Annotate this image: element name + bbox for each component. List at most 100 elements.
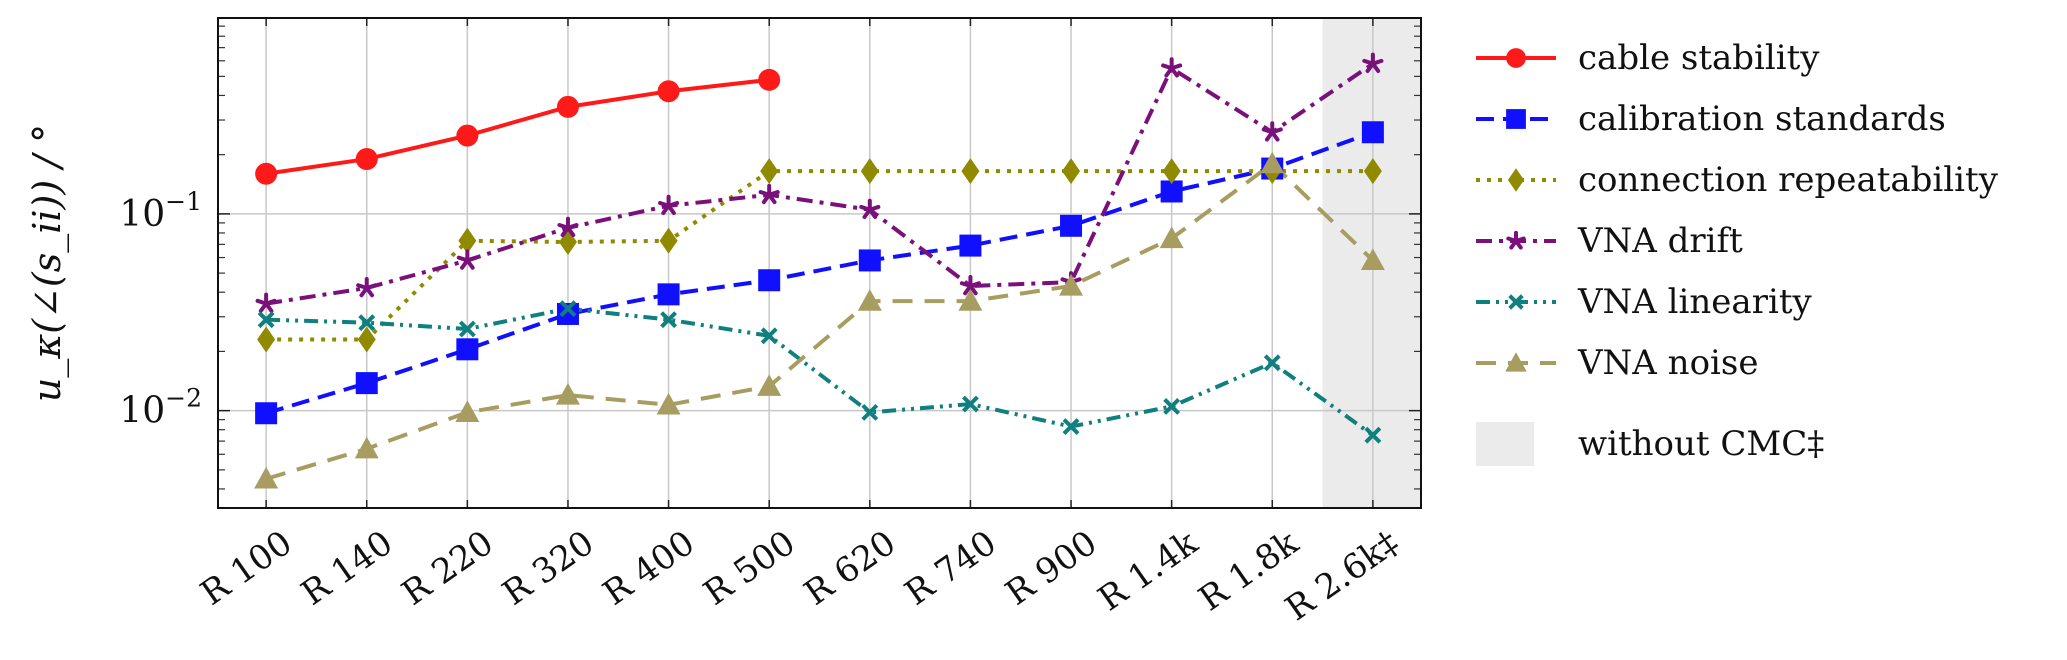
marker-diamond: [1162, 158, 1181, 185]
x-tick-label: R 1.4k: [1091, 523, 1205, 620]
marker-star: [1506, 230, 1526, 250]
marker-triangle: [555, 383, 580, 405]
series-line-vna-linearity: [266, 306, 1375, 437]
x-tick-label: R 2.6k‡: [1278, 523, 1406, 629]
legend-label-shaded: without CMC‡: [1578, 424, 1824, 464]
marker-diamond: [558, 228, 577, 255]
series-markers: [254, 52, 1385, 489]
marker-star: [557, 216, 579, 238]
marker-diamond: [659, 227, 678, 254]
legend-swatch-shaded: [1476, 422, 1534, 466]
legend: cable stability calibration standards conn…: [1476, 38, 1999, 466]
marker-star: [758, 183, 780, 205]
marker-square: [1160, 180, 1183, 203]
marker-diamond: [1062, 158, 1081, 185]
marker-star: [658, 194, 680, 216]
marker-circle: [355, 148, 378, 171]
x-tick-label: R 400: [596, 523, 702, 614]
marker-x: [1263, 354, 1281, 372]
series-line-calibration-standards: [265, 130, 1374, 416]
marker-x: [1364, 426, 1382, 444]
x-tick-label: R 900: [998, 523, 1104, 614]
marker-square: [1060, 214, 1083, 237]
marker-triangle: [254, 466, 279, 489]
marker-x: [257, 311, 275, 329]
legend-label-calibration-standards: calibration standards: [1578, 99, 1946, 139]
marker-square: [1506, 109, 1526, 129]
x-tick-label: R 620: [797, 523, 903, 614]
marker-square: [355, 372, 378, 395]
series-lines: [265, 62, 1375, 481]
marker-star: [959, 275, 981, 296]
marker-star: [1261, 121, 1283, 142]
x-tick-label: R 140: [294, 523, 400, 614]
series-line-vna-noise: [265, 161, 1375, 481]
x-tick-label: R 500: [697, 523, 803, 614]
legend-label-vna-noise: VNA noise: [1577, 343, 1758, 383]
marker-x: [458, 320, 476, 338]
marker-circle: [255, 162, 278, 185]
marker-square: [255, 402, 278, 425]
marker-circle: [456, 124, 479, 147]
marker-diamond: [1363, 158, 1382, 185]
legend-label-connection-repeatability: connection repeatability: [1578, 160, 1999, 200]
marker-x: [1508, 294, 1524, 310]
marker-triangle: [1159, 226, 1184, 249]
marker-x: [760, 327, 778, 345]
y-tick-label: 10−2: [119, 384, 202, 432]
marker-diamond: [357, 326, 376, 353]
marker-triangle: [455, 400, 480, 422]
marker-triangle: [857, 289, 882, 311]
marker-triangle: [1260, 151, 1285, 174]
legend-label-vna-linearity: VNA linearity: [1577, 282, 1812, 322]
marker-diamond: [1507, 168, 1525, 192]
marker-square: [758, 269, 781, 292]
x-tick-label: R 320: [495, 523, 601, 614]
legend-label-vna-drift: VNA drift: [1577, 221, 1743, 261]
marker-star: [356, 277, 378, 298]
marker-square: [1361, 121, 1384, 144]
marker-triangle: [1505, 352, 1527, 372]
marker-x: [660, 311, 677, 329]
marker-square: [858, 249, 881, 272]
series-line-cable-stability: [265, 77, 770, 176]
marker-x: [1163, 398, 1181, 415]
axes: [217, 17, 1422, 509]
marker-star: [1161, 57, 1183, 78]
marker-diamond: [961, 158, 980, 185]
marker-triangle: [354, 436, 379, 459]
legend-label-cable-stability: cable stability: [1578, 38, 1820, 78]
y-axis-title: u_κ(∠(s_ii)) / °: [25, 124, 70, 402]
marker-circle: [758, 68, 781, 91]
marker-star: [255, 292, 277, 313]
marker-star: [859, 198, 881, 220]
x-tick-label: R 100: [194, 523, 300, 614]
marker-triangle: [656, 392, 681, 415]
marker-star: [456, 249, 478, 270]
y-axis-label: u_κ(∠(s_ii)) / °: [25, 124, 70, 402]
marker-triangle: [757, 374, 782, 396]
marker-x: [559, 300, 577, 318]
marker-x: [962, 395, 979, 413]
x-tick-label: R 740: [898, 523, 1004, 614]
x-tick-label: R 220: [395, 523, 501, 614]
y-tick-label: 10−1: [119, 187, 202, 235]
marker-x: [358, 314, 376, 332]
marker-diamond: [257, 326, 276, 353]
marker-circle: [1506, 48, 1526, 68]
marker-diamond: [860, 158, 879, 185]
marker-diamond: [458, 227, 477, 254]
grid-lines: [218, 18, 1421, 508]
marker-star: [1362, 52, 1384, 73]
series-line-connection-repeatability: [266, 169, 1373, 342]
marker-triangle: [1059, 274, 1084, 296]
marker-square: [959, 234, 982, 257]
marker-triangle: [958, 289, 983, 311]
marker-circle: [556, 95, 579, 118]
marker-circle: [657, 80, 680, 103]
marker-square: [556, 302, 579, 325]
series-line-vna-drift: [265, 62, 1375, 306]
marker-x: [1062, 418, 1080, 435]
